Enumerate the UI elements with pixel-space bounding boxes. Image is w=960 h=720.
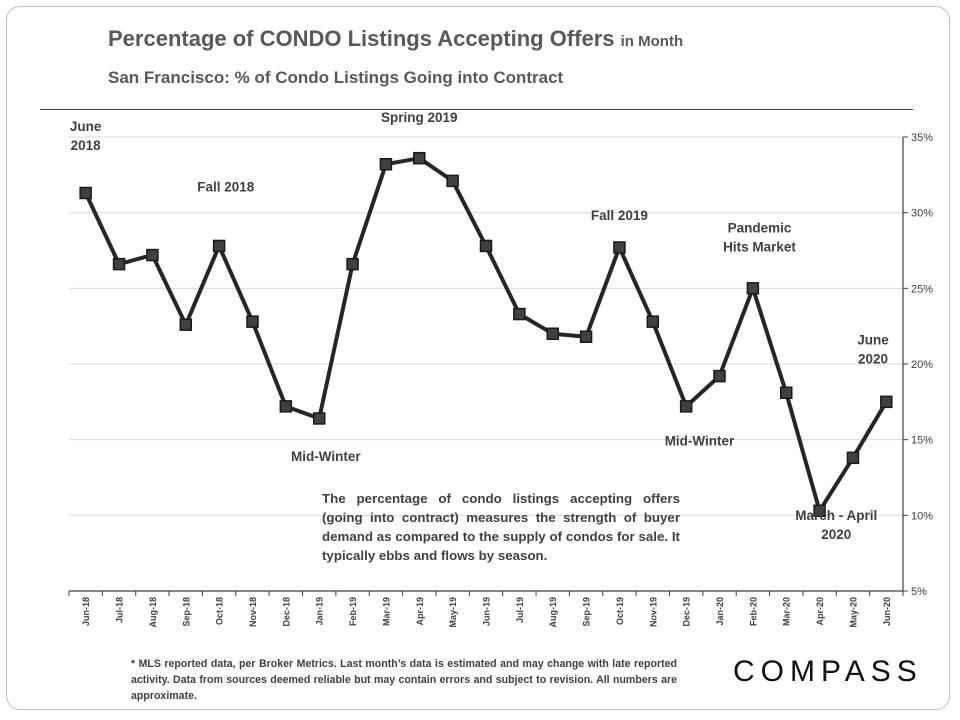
annotation-label: Pandemic Hits Market (723, 220, 796, 254)
x-tick-label: May-19 (448, 597, 458, 628)
x-tick-label: Aug-18 (148, 597, 158, 628)
data-point (279, 400, 293, 413)
annotation-line: March - April (795, 508, 877, 523)
x-tick-label: Apr-20 (815, 597, 825, 626)
data-point (613, 241, 626, 254)
data-point (446, 174, 459, 188)
annotation-line: Spring 2019 (381, 110, 458, 125)
x-tick-label: Sep-18 (181, 597, 191, 627)
x-tick-label: Jun-18 (81, 597, 91, 626)
title-divider (40, 109, 913, 110)
annotation-line: Fall 2018 (197, 179, 255, 194)
annotation-label: Spring 2019 (381, 110, 458, 125)
annotation-label: Fall 2019 (591, 208, 648, 223)
data-point (513, 307, 526, 321)
brand-logo: COMPASS (733, 655, 923, 688)
title-main: Percentage of CONDO Listings Accepting O… (108, 26, 615, 51)
annotation-label: June 2018 (70, 119, 102, 153)
data-point (846, 451, 860, 465)
series-polyline (83, 156, 889, 513)
data-point (546, 327, 559, 340)
x-tick-label: Jan-19 (315, 597, 325, 626)
y-tick-label: 10% (911, 510, 933, 522)
axes (68, 136, 908, 596)
y-tick-label: 15% (911, 435, 933, 447)
x-tick-label: Dec-18 (281, 597, 291, 627)
annotation-line: Pandemic (728, 220, 792, 235)
explanation-note: The percentage of condo listings accepti… (322, 491, 680, 563)
data-markers (79, 151, 893, 518)
data-point (346, 257, 359, 271)
x-tick-label: Apr-19 (415, 597, 425, 626)
annotation-line: Fall 2019 (591, 208, 648, 223)
x-tick-label: Feb-19 (348, 597, 358, 626)
chart-annotations: June 2018 Fall 2018 Spring 2019 Mid-Winter Fa… (70, 110, 889, 542)
x-tick-label: Nov-19 (648, 597, 658, 627)
annotation-line: 2020 (858, 351, 888, 366)
x-tick-label: Jun-20 (882, 597, 892, 626)
annotation-label: Mid-Winter (665, 434, 735, 449)
data-point (646, 315, 660, 328)
title-suffix: in Month (620, 33, 684, 50)
annotation-line: Mid-Winter (665, 434, 735, 449)
data-point (179, 318, 193, 331)
x-tick-label: Oct-18 (215, 597, 225, 625)
x-tick-label: Feb-20 (748, 597, 758, 626)
data-point (479, 239, 493, 253)
data-point (246, 315, 259, 328)
data-point (112, 257, 126, 271)
annotation-line: June (70, 119, 102, 134)
y-tick-label: 30% (911, 208, 933, 220)
x-tick-label: Jan-20 (715, 597, 725, 626)
annotation-line: June (857, 332, 889, 347)
y-tick-labels: 5% 10% 15% 20% 25% 30% 35% (911, 132, 933, 598)
data-point (146, 248, 159, 262)
data-footnote: * MLS reported data, per Broker Metrics.… (131, 658, 677, 702)
slide-frame (6, 6, 950, 710)
data-point (880, 395, 893, 409)
data-point (679, 400, 693, 413)
data-point (579, 330, 593, 344)
annotation-line: 2018 (71, 138, 102, 153)
y-tick-label: 35% (911, 132, 933, 144)
annotation-line: 2020 (821, 527, 851, 542)
x-tick-label: Mar-19 (381, 597, 391, 626)
data-point (779, 386, 793, 400)
data-point (212, 239, 226, 253)
x-tick-label: Oct-19 (615, 597, 625, 625)
annotation-line: Mid-Winter (291, 449, 361, 464)
data-point (813, 504, 826, 518)
x-tick-label: Dec-19 (682, 597, 692, 627)
x-tick-label: Jul-18 (115, 597, 125, 623)
y-tick-label: 5% (911, 586, 927, 598)
data-point (379, 157, 393, 171)
annotation-label: Mid-Winter (291, 449, 361, 464)
annotation-line: Hits Market (723, 239, 796, 254)
annotation-label: June 2020 (857, 332, 889, 366)
x-tick-label: Nov-18 (248, 597, 258, 627)
x-tick-label: Jun-19 (482, 597, 492, 626)
chart-title: Percentage of CONDO Listings Accepting O… (108, 26, 683, 52)
data-point (413, 151, 426, 165)
x-tick-label: May-20 (848, 597, 858, 628)
data-point (713, 369, 726, 383)
series-line (83, 156, 889, 513)
data-point (746, 282, 760, 295)
annotation-label: March - April 2020 (795, 508, 877, 542)
data-point (312, 412, 326, 425)
x-tick-label: Jul-19 (515, 597, 525, 623)
x-tick-labels: Jun-18 Jul-18 Aug-18 Sep-18 Oct-18 Nov-18 Dec-… (81, 597, 892, 628)
y-tick-label: 25% (911, 283, 933, 295)
x-tick-label: Mar-20 (782, 597, 792, 626)
annotation-label: Fall 2018 (197, 179, 255, 194)
data-point (79, 186, 92, 200)
gridlines (69, 136, 903, 516)
x-tick-label: Sep-19 (582, 597, 592, 627)
chart-subtitle: San Francisco: % of Condo Listings Going… (108, 68, 564, 87)
x-tick-label: Aug-19 (548, 597, 558, 628)
y-tick-label: 20% (911, 359, 933, 371)
